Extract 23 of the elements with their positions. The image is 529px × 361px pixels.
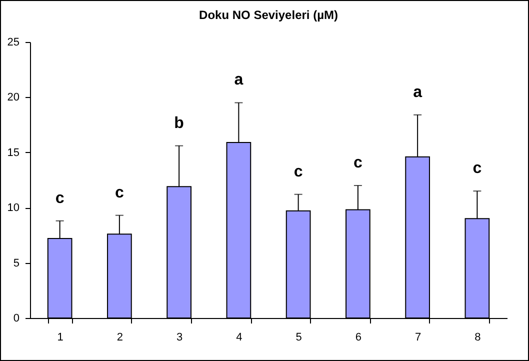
annotation: c — [114, 184, 124, 202]
x-tick-label: 4 — [236, 332, 242, 344]
annotation: c — [55, 190, 64, 207]
y-tick-label: 10 — [7, 202, 20, 214]
x-tick-label: 6 — [355, 332, 362, 344]
annotation: c — [472, 160, 482, 178]
annotation: b — [174, 114, 184, 132]
y-tick-label: 0 — [13, 312, 20, 324]
annotation: c — [294, 163, 303, 180]
annotation: a — [413, 84, 422, 101]
y-tick-label: 5 — [13, 257, 20, 270]
x-tick-label: 7 — [415, 332, 422, 344]
y-tick-label: 20 — [7, 92, 20, 104]
y-tick-label: 25 — [7, 36, 20, 48]
x-tick-label: 1 — [57, 332, 64, 344]
chart-title: Doku NO Seviyeleri (µM) — [199, 8, 338, 22]
x-tick-label: 8 — [474, 332, 481, 344]
y-tick-label: 15 — [7, 146, 20, 159]
annotation: c — [353, 154, 362, 172]
x-tick-label: 2 — [116, 332, 123, 344]
annotation: a — [234, 72, 244, 89]
x-tick-label: 5 — [296, 332, 302, 344]
x-tick-label: 3 — [176, 332, 183, 344]
